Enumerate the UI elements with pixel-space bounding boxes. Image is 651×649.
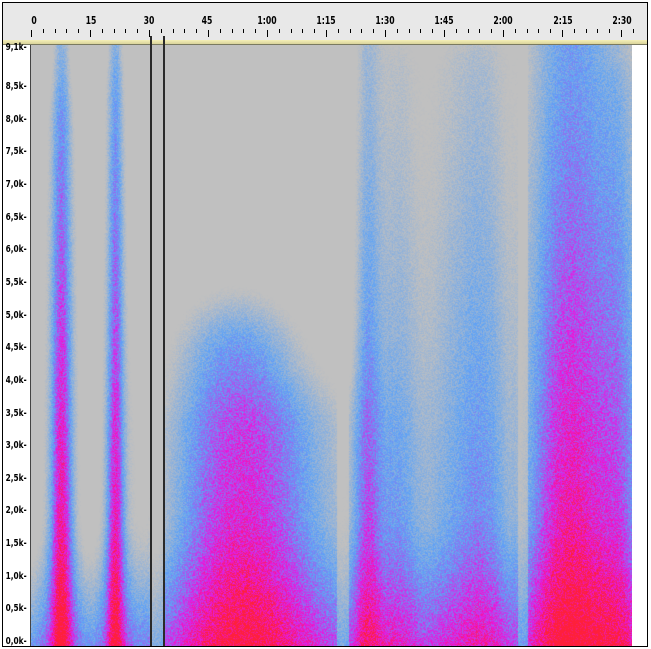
frequency-label: 5,0k- bbox=[5, 309, 27, 321]
ruler-highlight-bar bbox=[3, 40, 647, 45]
ruler-minor-tick bbox=[514, 29, 516, 33]
frequency-label: 1,5k- bbox=[5, 538, 27, 550]
ruler-major-tick bbox=[385, 30, 386, 37]
ruler-minor-tick bbox=[550, 29, 552, 33]
ruler-minor-tick bbox=[184, 29, 186, 33]
ruler-minor-tick bbox=[337, 29, 339, 33]
ruler-minor-tick bbox=[196, 29, 198, 33]
ruler-minor-tick bbox=[42, 29, 44, 33]
ruler-minor-tick bbox=[361, 29, 363, 33]
frequency-label: 0,0k- bbox=[5, 636, 27, 647]
ruler-major-tick bbox=[621, 30, 622, 37]
time-label-45: 45 bbox=[201, 14, 213, 27]
ruler-major-tick bbox=[326, 30, 327, 37]
ruler-minor-tick bbox=[479, 29, 481, 33]
ruler-minor-tick bbox=[172, 29, 174, 33]
ruler-minor-tick bbox=[467, 29, 469, 33]
ruler-minor-tick bbox=[101, 29, 103, 33]
frequency-label: 7,0k- bbox=[5, 179, 27, 191]
right-margin bbox=[632, 45, 647, 646]
time-label-2-30: 2:30 bbox=[612, 14, 632, 27]
ruler-minor-tick bbox=[137, 29, 139, 33]
ruler-minor-tick bbox=[160, 29, 162, 33]
ruler-minor-tick bbox=[538, 29, 540, 33]
time-label-1-45: 1:45 bbox=[434, 14, 454, 27]
ruler-major-tick bbox=[149, 30, 150, 37]
ruler-major-tick bbox=[208, 30, 209, 37]
ruler-minor-tick bbox=[396, 29, 398, 33]
ruler-minor-tick bbox=[219, 29, 221, 33]
ruler-major-tick bbox=[444, 30, 445, 37]
ruler-major-tick bbox=[267, 30, 268, 37]
ruler-major-tick bbox=[90, 30, 91, 37]
ruler-minor-tick bbox=[349, 29, 351, 33]
ruler-major-tick bbox=[31, 30, 32, 37]
ruler-minor-tick bbox=[491, 29, 493, 33]
ruler-minor-tick bbox=[432, 29, 434, 33]
ruler-minor-tick bbox=[66, 29, 68, 33]
frequency-label: 5,5k- bbox=[5, 276, 27, 288]
ruler-minor-tick bbox=[255, 29, 257, 33]
ruler-minor-tick bbox=[54, 29, 56, 33]
frequency-label: 4,5k- bbox=[5, 342, 27, 354]
time-label-2-00: 2:00 bbox=[493, 14, 513, 27]
selection-start-line[interactable] bbox=[150, 36, 152, 646]
ruler-minor-tick bbox=[609, 29, 611, 33]
ruler-minor-tick bbox=[78, 29, 80, 33]
time-label-1-30: 1:30 bbox=[375, 14, 395, 27]
spectrogram-canvas[interactable] bbox=[31, 45, 632, 646]
ruler-minor-tick bbox=[373, 29, 375, 33]
frequency-label: 3,0k- bbox=[5, 440, 27, 452]
selection-end-line[interactable] bbox=[163, 36, 165, 646]
ruler-minor-tick bbox=[231, 29, 233, 33]
time-label-1-00: 1:00 bbox=[257, 14, 277, 27]
ruler-minor-tick bbox=[113, 29, 115, 33]
ruler-minor-tick bbox=[302, 29, 304, 33]
ruler-minor-tick bbox=[125, 29, 127, 33]
time-label-0: 0 bbox=[31, 14, 37, 27]
ruler-major-tick bbox=[503, 30, 504, 37]
ruler-minor-tick bbox=[632, 29, 634, 33]
frequency-label: 7,5k- bbox=[5, 146, 27, 158]
ruler-minor-tick bbox=[290, 29, 292, 33]
frequency-label: 4,0k- bbox=[5, 374, 27, 386]
time-label-1-15: 1:15 bbox=[316, 14, 336, 27]
frequency-axis: 9,1k- 8,5k- 8,0k- 7,5k- 7,0k- 6,5k- 6,0k- 5,5k-… bbox=[3, 42, 31, 647]
frequency-label: 3,5k- bbox=[5, 407, 27, 419]
frequency-label: 8,0k- bbox=[5, 113, 27, 125]
ruler-minor-tick bbox=[243, 29, 245, 33]
frequency-label: 1,0k- bbox=[5, 570, 27, 582]
ruler-major-tick bbox=[562, 30, 563, 37]
ruler-minor-tick bbox=[455, 29, 457, 33]
frequency-label: 9,1k- bbox=[5, 42, 27, 53]
ruler-minor-tick bbox=[278, 29, 280, 33]
frequency-label: 6,5k- bbox=[5, 211, 27, 223]
frequency-label: 6,0k- bbox=[5, 244, 27, 256]
frequency-label: 8,5k- bbox=[5, 81, 27, 93]
ruler-minor-tick bbox=[597, 29, 599, 33]
ruler-minor-tick bbox=[420, 29, 422, 33]
frequency-label: 2,5k- bbox=[5, 472, 27, 484]
ruler-minor-tick bbox=[573, 29, 575, 33]
ruler-minor-tick bbox=[526, 29, 528, 33]
time-label-30: 30 bbox=[143, 14, 155, 27]
ruler-minor-tick bbox=[314, 29, 316, 33]
frequency-label: 2,0k- bbox=[5, 505, 27, 517]
time-label-2-15: 2:15 bbox=[553, 14, 573, 27]
ruler-minor-tick bbox=[585, 29, 587, 33]
frequency-label: 0,5k- bbox=[5, 603, 27, 615]
time-ruler[interactable]: 0 15 30 45 1:00 1:15 1:30 1:45 2:00 2:15… bbox=[3, 3, 647, 41]
time-label-15: 15 bbox=[85, 14, 97, 27]
ruler-minor-tick bbox=[408, 29, 410, 33]
